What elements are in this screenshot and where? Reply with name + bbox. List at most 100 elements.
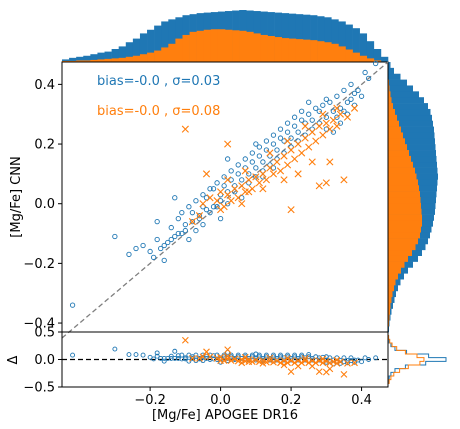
top-hist-bar: [217, 29, 226, 63]
test-point: [283, 161, 292, 169]
right-hist-bar: [388, 243, 416, 251]
residual-apogee-point: [306, 352, 312, 357]
apogee-point: [235, 171, 241, 177]
residual-apogee-point: [168, 353, 174, 359]
test-point: [333, 122, 341, 130]
top-hist-bar: [359, 55, 368, 62]
right-hist-bar: [388, 261, 405, 268]
top-hist-bar: [62, 60, 70, 62]
top-hist-bar: [132, 55, 141, 62]
right-hist-bar: [388, 208, 422, 215]
apogee-point: [175, 230, 181, 237]
residual-test-point: [270, 358, 277, 366]
test-point: [224, 176, 232, 184]
apogee-point: [323, 114, 329, 120]
right-hist-bar: [388, 232, 420, 239]
residual-test-point: [322, 357, 330, 365]
test-point: [319, 110, 327, 118]
test-point: [188, 218, 196, 226]
apogee-point: [196, 212, 203, 219]
top-hist-bar: [83, 55, 91, 62]
test-point: [252, 173, 260, 181]
apogee-point: [253, 141, 259, 147]
apogee-point: [235, 162, 241, 168]
top-hist-bar: [317, 16, 325, 63]
top-hist-bar: [373, 60, 382, 62]
right-hist-bar: [388, 120, 399, 127]
top-hist-bar: [76, 60, 84, 62]
residual-apogee-point: [285, 352, 291, 358]
residual-apogee-point: [161, 358, 167, 364]
residual-test-point: [245, 356, 253, 363]
top-hist-bar: [118, 46, 127, 62]
residual-apogee-point: [355, 357, 361, 363]
top-hist-bar: [182, 34, 190, 62]
top-hist-bar: [125, 56, 134, 62]
residual-apogee-point: [182, 356, 188, 362]
apogee-point: [323, 96, 329, 102]
main-scatter-marks: [61, 60, 389, 339]
apogee-point: [316, 120, 322, 126]
apogee-point: [158, 245, 164, 252]
residual-apogee-point: [161, 355, 167, 361]
right-hist-bar: [388, 202, 421, 210]
top-hist-bar: [203, 29, 212, 62]
apogee-point: [186, 236, 192, 243]
apogee-point: [210, 204, 217, 210]
right-hist-bar: [388, 108, 431, 116]
right-hist-bar: [388, 97, 424, 104]
residual-apogee-point: [323, 359, 329, 365]
residual-apogee-point: [133, 352, 139, 357]
residual-test-point: [217, 357, 224, 364]
apogee-point: [168, 224, 174, 231]
apogee-point: [327, 99, 333, 105]
top-hist-bar: [380, 56, 389, 62]
top-hist-bar: [352, 28, 360, 62]
test-point: [305, 143, 313, 151]
test-point: [181, 125, 189, 133]
main-y-tick-label: −0.2: [23, 257, 55, 272]
identity-line: [61, 61, 389, 339]
apogee-point: [291, 123, 298, 129]
residual-test-point: [329, 358, 337, 366]
apogee-point: [256, 144, 263, 150]
residual-test-point: [199, 353, 207, 361]
residual-test-point: [277, 359, 284, 367]
apogee-point: [203, 195, 210, 201]
test-point: [276, 167, 285, 175]
test-point: [241, 167, 249, 175]
right-hist-bar: [388, 85, 413, 92]
right-hist-bar: [388, 173, 417, 180]
top-hist-bar: [274, 37, 282, 62]
top-hist-bar: [359, 33, 368, 62]
right-hist-bar: [388, 226, 421, 233]
residual-panel: −0.5 0.0 0.5 −0.2 0.0 0.2 0.4 Δ [Mg/Fe] APOGE…: [6, 326, 389, 423]
test-point: [231, 185, 239, 193]
residual-y-tick-label: −0.5: [23, 381, 55, 396]
right-hist-bar: [388, 214, 422, 221]
test-point: [262, 176, 270, 184]
right-hist-bar: [388, 238, 418, 245]
test-point: [245, 176, 253, 184]
top-hist-bar: [281, 38, 290, 62]
top-hist-bar: [139, 33, 148, 62]
test-point: [294, 140, 302, 148]
right-hist-bar: [388, 155, 437, 163]
residual-test-point: [266, 357, 274, 364]
top-hist-bar: [239, 30, 247, 62]
apogee-point: [182, 221, 189, 228]
residual-test-point: [245, 358, 253, 366]
apogee-point: [291, 114, 298, 120]
apogee-point: [112, 233, 118, 240]
top-hist-bar: [345, 24, 353, 63]
top-hist-bar: [125, 42, 134, 62]
apogee-point: [224, 156, 231, 162]
residual-test-point: [315, 368, 323, 375]
residual-apogee-point: [140, 352, 146, 358]
test-point: [340, 176, 348, 184]
apogee-point: [358, 93, 365, 99]
residual-test-point: [294, 357, 302, 364]
residual-apogee-point: [366, 357, 372, 362]
top-hist-bar: [161, 47, 169, 62]
top-hist-bar: [324, 42, 332, 62]
